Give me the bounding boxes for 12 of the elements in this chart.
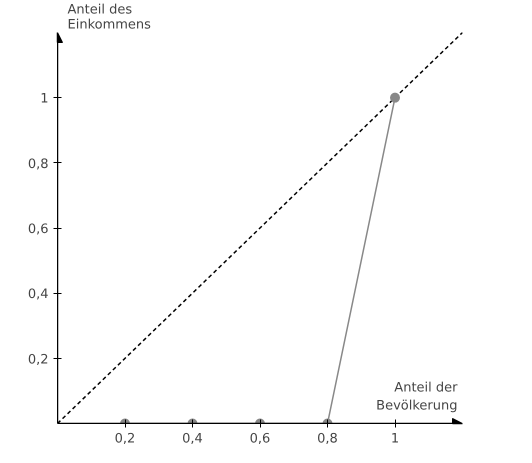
y-tick-label: 0,2 [28, 352, 49, 368]
x-tick-label: 1 [390, 432, 400, 446]
y-tick-label: 0,8 [28, 156, 49, 172]
y-tick-label: 0,4 [28, 287, 49, 302]
x-axis-title: Anteil der Bevölkerung [376, 380, 458, 414]
x-tick-label: 0,4 [182, 432, 203, 446]
x-tick-label: 0,8 [317, 432, 338, 446]
y-axis-title: Anteil des Einkommens [68, 2, 152, 32]
x-tick-label: 0,2 [114, 432, 136, 446]
y-tick-label: 0,6 [28, 222, 49, 237]
y-tick-label: 1 [40, 92, 49, 107]
x-tick-label: 0,6 [250, 432, 270, 446]
